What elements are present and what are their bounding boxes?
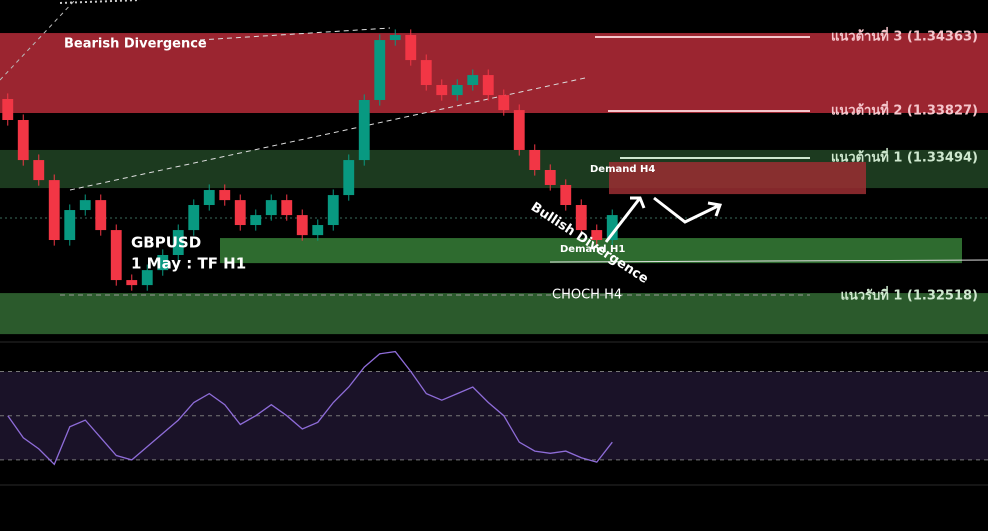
candle-body [575, 205, 587, 231]
candle-body [141, 270, 153, 286]
candle-body [172, 230, 184, 255]
candle-body [312, 225, 324, 236]
candle-body [498, 95, 510, 111]
zone [0, 33, 988, 114]
candle-body [420, 60, 432, 85]
candle-body [281, 200, 293, 216]
rsi-band [0, 371, 988, 460]
level-rule [549, 259, 988, 263]
candle-body [560, 184, 572, 206]
candle-body [64, 210, 76, 241]
annotation: CHOCH H4 [552, 288, 622, 303]
candle-body [467, 75, 479, 85]
candle-body [33, 160, 45, 181]
symbol: GBPUSD [131, 234, 201, 252]
level-label: แนวต้านที่ 1 (1.33494) [831, 148, 978, 166]
candle-body [203, 190, 215, 206]
candle-body [606, 215, 618, 241]
annotation: Bearish Divergence [64, 37, 207, 52]
candle-body [529, 149, 541, 170]
candle-body [265, 200, 277, 216]
level-label: แนวรับที่ 1 (1.32518) [840, 286, 978, 304]
candle-body [436, 85, 448, 96]
candle-body [513, 110, 525, 150]
candle-body [296, 215, 308, 236]
candle-body [234, 200, 246, 226]
candle-body [2, 99, 14, 121]
level-label: แนวต้านที่ 3 (1.34363) [831, 27, 978, 45]
candle-body [48, 180, 60, 241]
trend-line [59, 0, 141, 4]
candle-body [544, 170, 556, 185]
trend-line [0, 0, 76, 81]
candle-body [374, 40, 386, 100]
candle-body [405, 35, 417, 61]
zone [220, 238, 962, 264]
candle-body [126, 280, 138, 286]
candle-body [343, 160, 355, 196]
candle-body [157, 255, 169, 271]
candle-body [482, 75, 494, 96]
subtitle: 1 May : TF H1 [131, 255, 246, 273]
candle-body [358, 99, 370, 161]
candle-body [95, 200, 107, 231]
candle-body [219, 190, 231, 201]
annotation: Demand H1 [560, 244, 625, 255]
candle-body [17, 120, 29, 161]
trend-line [199, 27, 391, 41]
trend-line [69, 77, 586, 191]
candle-body [250, 215, 262, 226]
rsi-line [7, 350, 613, 466]
candle-body [389, 35, 401, 41]
annotation: Demand H4 [590, 164, 655, 175]
level-label: แนวต้านที่ 2 (1.33827) [831, 101, 978, 119]
zone [0, 293, 988, 335]
zone [609, 162, 866, 195]
candle-body [451, 85, 463, 96]
candle-body [79, 200, 91, 211]
candle-body [327, 195, 339, 226]
candle-body [110, 230, 122, 281]
candle-body [188, 205, 200, 231]
candle-body [591, 230, 603, 241]
arrow [604, 196, 723, 243]
